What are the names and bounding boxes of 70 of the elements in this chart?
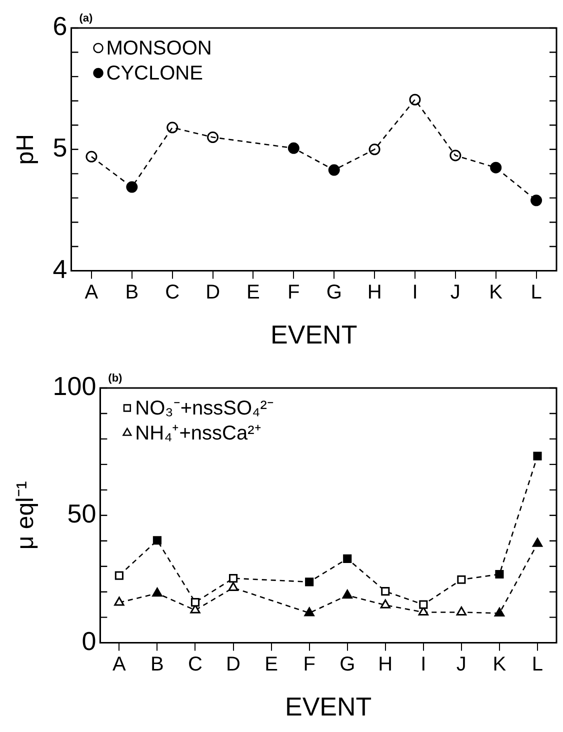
text: (a) xyxy=(79,12,94,25)
y-tick-label: 5 xyxy=(52,132,68,163)
point xyxy=(532,538,543,547)
point xyxy=(228,574,238,583)
x-tick-label: G xyxy=(340,653,356,676)
x-tick-label: D xyxy=(226,653,240,676)
point xyxy=(450,150,462,162)
legend-label: NO₃⁻+nssSO₄²⁻ xyxy=(135,398,274,420)
point xyxy=(533,452,542,460)
x-tick-label: B xyxy=(150,653,164,676)
y-tick-label: 100 xyxy=(52,371,96,402)
x-tick-label: F xyxy=(288,281,300,304)
point xyxy=(495,570,504,579)
x-tick-label: I xyxy=(412,281,418,304)
x-tick-label: K xyxy=(492,653,507,676)
point xyxy=(86,150,98,162)
x-tick-label: J xyxy=(450,281,460,304)
point xyxy=(152,536,162,545)
legend-label: MONSOON xyxy=(106,38,212,60)
x-tick-label: L xyxy=(532,653,544,676)
point xyxy=(114,596,124,606)
x-tick-label: H xyxy=(367,281,382,304)
point xyxy=(114,571,124,580)
x-tick-label: G xyxy=(326,281,342,304)
x-tick-label: F xyxy=(303,653,316,676)
point xyxy=(305,578,314,586)
point xyxy=(152,588,162,597)
point xyxy=(368,144,380,156)
x-tick-label: C xyxy=(165,281,180,304)
text: (b) xyxy=(108,372,123,385)
y-tick-label: 6 xyxy=(52,11,68,42)
point xyxy=(126,181,138,193)
point xyxy=(304,607,314,616)
point xyxy=(288,142,300,154)
x-axis-title: EVENT xyxy=(270,320,358,350)
point xyxy=(343,554,352,563)
legend-label: NH₄⁺+nssCa²⁺ xyxy=(135,422,262,445)
point xyxy=(190,598,200,607)
point xyxy=(409,94,421,106)
y-tick-label: 50 xyxy=(67,498,96,529)
x-tick-label: E xyxy=(246,281,260,304)
point xyxy=(228,582,238,592)
x-tick-label: E xyxy=(264,653,278,676)
point xyxy=(490,162,502,174)
legend-label: CYCLONE xyxy=(106,62,203,85)
point xyxy=(381,587,390,596)
x-tick-label: J xyxy=(456,653,466,676)
x-tick-label: D xyxy=(206,281,220,304)
point xyxy=(419,600,428,609)
x-tick-label: A xyxy=(112,653,127,676)
y-axis-title: μ eql⁻¹ xyxy=(12,481,40,550)
y-axis-title: pH xyxy=(12,134,40,165)
x-tick-label: C xyxy=(188,653,202,676)
y-tick-label: 0 xyxy=(82,626,96,656)
x-axis-title: EVENT xyxy=(284,692,372,722)
x-tick-label: I xyxy=(420,653,426,676)
x-tick-label: L xyxy=(530,281,542,304)
point xyxy=(456,606,467,616)
point xyxy=(457,575,466,584)
point xyxy=(530,194,542,206)
point xyxy=(328,164,340,176)
x-tick-label: A xyxy=(84,281,99,304)
y-tick-label: 4 xyxy=(52,254,68,284)
point xyxy=(380,599,390,608)
x-tick-label: H xyxy=(378,653,393,676)
point xyxy=(494,607,505,616)
point xyxy=(342,590,352,599)
x-tick-label: K xyxy=(489,281,504,304)
x-tick-label: B xyxy=(125,281,139,304)
point xyxy=(207,132,219,144)
